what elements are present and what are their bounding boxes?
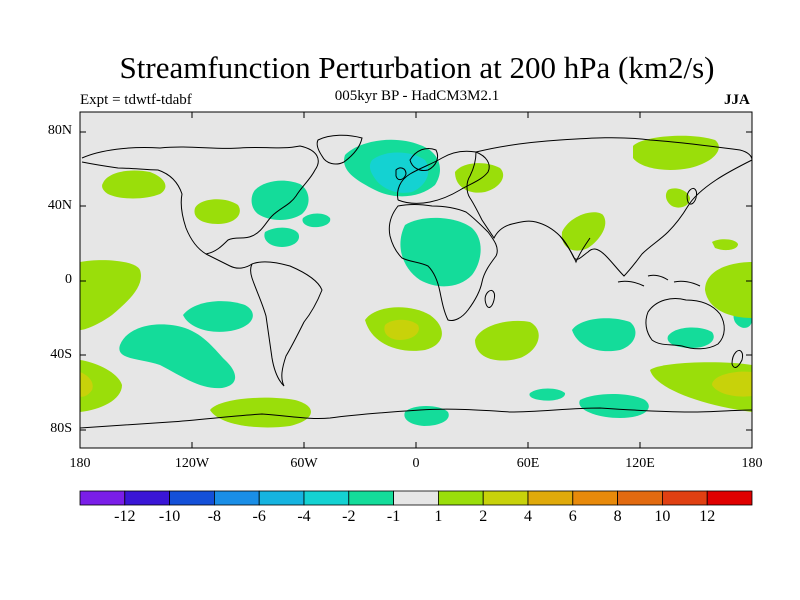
colorbar-tick-label: 1 [434,508,443,525]
drake-passage-pos-region [210,397,311,428]
colorbar-tick-label: 2 [479,508,488,525]
british-isles-coast [395,167,407,181]
colorbar-tick-label: 12 [699,508,716,525]
colorbar-tick-label: -10 [158,508,181,525]
southern-ocean-neg-region [579,394,649,418]
colorbar-swatch [169,490,215,506]
central-america-pos-region [194,199,240,224]
madagascar-coast [484,289,495,308]
antarctica-coast [79,407,753,429]
central-america-coast [205,253,253,269]
south-pacific-neg-region [119,324,236,389]
colorbar-swatch [213,490,260,506]
east-asia-pos-region [665,188,690,208]
colorbar-swatch [527,490,574,506]
south-indian-neg-region [572,318,636,352]
mid-atlantic-neg-region [302,213,331,228]
new-zealand-coast [731,349,743,368]
colorbar-tick-label: 8 [613,508,622,525]
map-title: Streamfunction Perturbation at 200 hPa (… [119,50,715,85]
north-america-coast [81,145,319,255]
southeast-pacific-neg-region [183,301,253,332]
eastern-america-neg-region [251,180,309,220]
north-pacific-pos-region [102,170,166,199]
colorbar-swatch [617,490,663,506]
south-atlantic-pos-core [384,319,419,340]
season-label: JJA [724,92,750,108]
southern-ocean-neg-region-2 [529,388,566,401]
colorbar-swatch [124,490,171,506]
africa-neg-region [400,217,481,287]
colorbar-swatch [348,490,394,506]
lon-label-120w: 120W [174,456,210,471]
europe-coast [397,150,490,204]
africa-coast [388,204,498,321]
colorbar [79,490,753,506]
australia-neg-region [667,327,714,348]
colorbar-tick-label: -1 [386,508,401,525]
colorbar-tick-label: -6 [252,508,266,525]
west-pacific-pos-region [705,262,752,318]
south-asia-pos-region [561,212,606,251]
lat-label-80n: 80N [47,123,72,138]
lat-label-40n: 40N [47,198,72,213]
map-ticks [80,112,752,448]
indonesia-coast [617,274,701,287]
tasman-pos-core [712,371,752,397]
lon-label-180w: 180 [69,456,91,471]
map-subtitle: 005kyr BP - HadCM3M2.1 [334,88,500,104]
lon-label-120e: 120E [625,456,655,471]
caribbean-neg-region [264,227,300,247]
colorbar-swatch [572,490,618,506]
colorbar-tick-label: -8 [207,508,222,525]
lon-label-60e: 60E [516,456,540,471]
colorbar-tick-label: -2 [342,508,356,525]
lon-label-0: 0 [412,456,420,471]
scandinavia-coast [409,147,439,171]
antarctic-atlantic-neg-region [404,406,449,426]
australia-coast [645,298,725,350]
north-atlantic-neg-core [369,152,429,193]
lon-label-180e: 180 [741,456,763,471]
east-pacific-pos-region [80,260,141,330]
colorbar-swatch [303,490,350,506]
east-southpac-pos-core [80,372,93,397]
colorbar-swatch [79,490,126,506]
colorbar-swatch [258,490,305,506]
colorbar-tick-label: -4 [297,508,311,525]
colorbar-tick-label: 6 [568,508,577,525]
south-america-coast [250,261,323,387]
colorbar-swatch [482,490,529,506]
colorbar-tick-label: 4 [524,508,532,525]
asia-coast [466,137,753,277]
colorbar-tick-label: -12 [114,508,136,525]
south-indian-pos-region [475,320,539,361]
lat-label-equator: 0 [65,272,72,287]
colorbar-swatch [437,490,484,506]
coastlines [79,134,753,429]
experiment-label: Expt = tdwtf-tdabf [80,92,192,108]
lat-label-40s: 40S [50,347,72,362]
lat-label-80s: 80S [50,421,72,436]
colorbar-swatch [662,490,708,506]
colorbar-tick-label: 10 [654,508,671,525]
greenland-coast [316,134,363,165]
japan-coast [686,187,697,205]
lon-label-60w: 60W [290,456,318,471]
colorbar-swatch [706,490,753,506]
east-southpac-pos-region [80,360,122,412]
india-coast [559,235,591,264]
colorbar-swatch [393,490,439,506]
philippine-pos-region [712,239,738,251]
